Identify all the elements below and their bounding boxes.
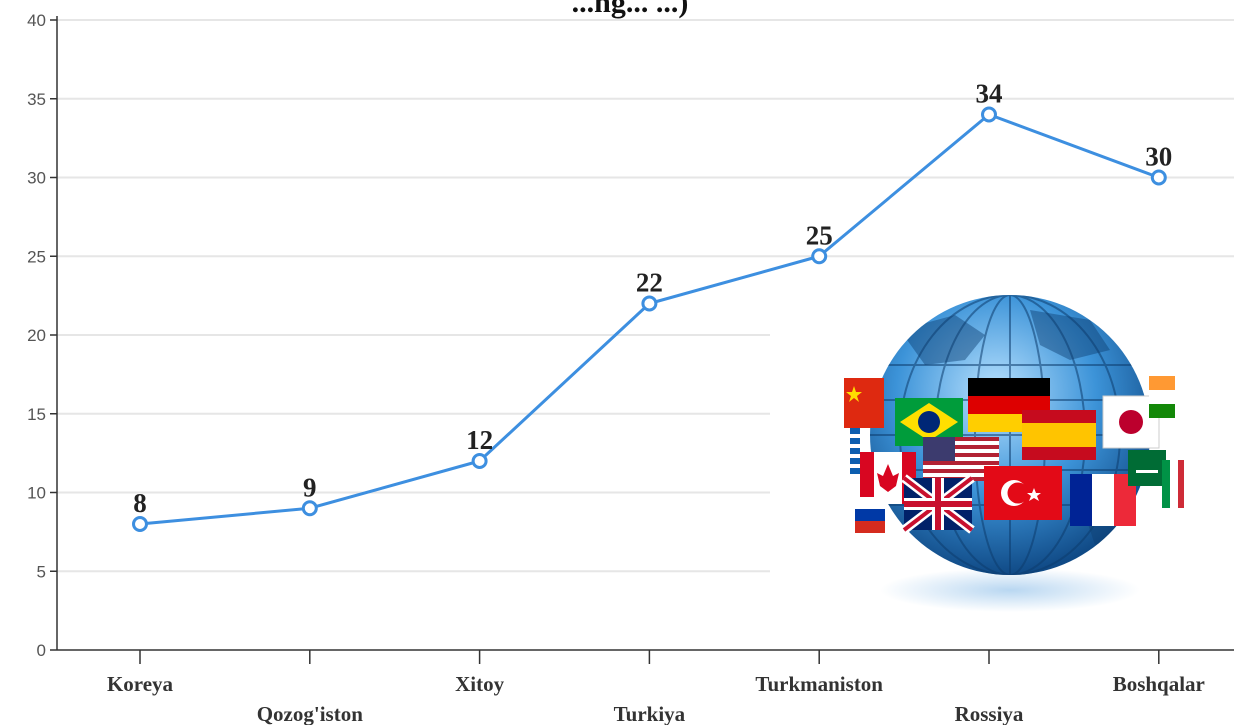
- x-category-label: Koreya: [107, 672, 174, 696]
- y-tick-label: 25: [27, 247, 46, 266]
- flag-china-icon: [844, 378, 884, 428]
- x-category-label: Turkiya: [614, 702, 686, 725]
- y-tick-label: 5: [37, 562, 46, 581]
- data-point-marker: [132, 516, 148, 532]
- globe-with-flags-illustration: [770, 285, 1234, 640]
- y-tick-label: 40: [27, 11, 46, 30]
- y-tick-label: 30: [27, 169, 46, 188]
- y-tick-label: 0: [37, 641, 46, 660]
- flag-india-icon: [1149, 376, 1175, 418]
- data-point-marker: [301, 500, 318, 517]
- x-category-label: Xitoy: [455, 672, 504, 696]
- data-point-label: 30: [1145, 142, 1172, 172]
- flag-spain-icon: [1022, 410, 1096, 460]
- data-point-label: 12: [466, 425, 493, 455]
- y-tick-label: 35: [27, 90, 46, 109]
- x-category-label: Qozog'iston: [257, 702, 363, 725]
- flag-france-icon: [1070, 474, 1136, 526]
- y-tick-label: 15: [27, 405, 46, 424]
- data-point-marker: [811, 248, 828, 265]
- data-point-marker: [1150, 169, 1167, 186]
- flag-russia-icon: [855, 497, 885, 533]
- data-point-label: 8: [133, 488, 147, 518]
- flag-saudi-arabia-icon: [1128, 450, 1166, 486]
- data-point-marker: [981, 106, 997, 123]
- flag-greece-icon: [850, 428, 860, 474]
- x-category-label: Boshqalar: [1113, 672, 1205, 696]
- data-point-label: 34: [976, 79, 1003, 109]
- flag-italy-icon: [1162, 460, 1184, 508]
- data-point-label: 25: [806, 220, 833, 250]
- flag-turkey-icon: [984, 466, 1062, 520]
- y-tick-label: 10: [27, 484, 46, 503]
- axes: 0 5 10 15 20 25 30 35 40 Koreya Qozog'iston Xitoy Tu…: [27, 11, 1234, 725]
- data-point-label: 9: [303, 472, 317, 502]
- data-point-label: 22: [636, 268, 663, 298]
- flag-uk-icon: [901, 474, 975, 534]
- series-line: [132, 106, 1167, 532]
- data-labels: 8 9 12 22 25 34 30: [133, 79, 1172, 519]
- data-point-marker: [471, 453, 488, 469]
- chart-title: ...ng... ...): [572, 0, 689, 19]
- x-category-label: Turkmaniston: [755, 672, 883, 696]
- y-tick-label: 20: [27, 326, 46, 345]
- x-category-label: Rossiya: [955, 702, 1024, 725]
- data-point-marker: [641, 295, 658, 312]
- grid-lines: [57, 19, 1234, 573]
